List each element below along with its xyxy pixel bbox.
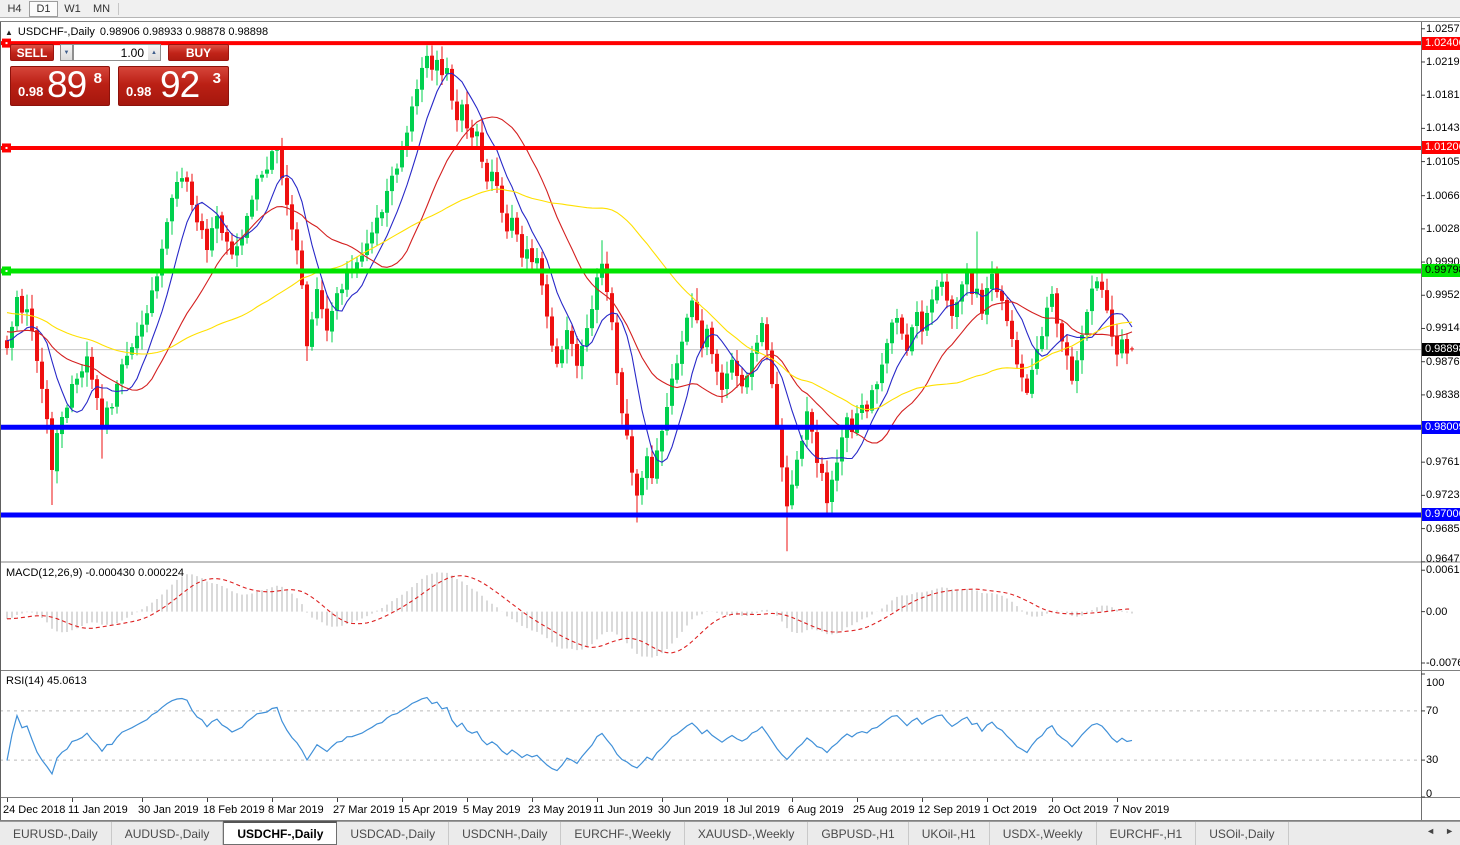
macd-values: -0.000430 0.000224 <box>85 567 184 579</box>
chart-tab-xauusd-weekly[interactable]: XAUUSD-,Weekly <box>685 822 809 845</box>
tab-scroll-left-button[interactable]: ◄ <box>1426 826 1436 836</box>
down-arrow-icon: ▼ <box>63 49 70 56</box>
moving-average-8 <box>6 72 1133 463</box>
rsi-value: 45.0613 <box>46 675 87 687</box>
sell-price-pips: 89 <box>47 64 87 105</box>
sell-button[interactable]: SELL <box>10 44 54 61</box>
chart-tab-eurchf-h1[interactable]: EURCHF-,H1 <box>1097 822 1197 845</box>
chart-tab-bar: EURUSD-,Daily AUDUSD-,Daily USDCHF-,Daily U… <box>0 821 1460 845</box>
sell-price-tile[interactable]: 0.98 89 8 <box>10 64 110 106</box>
buy-button[interactable]: BUY <box>168 44 229 61</box>
moving-average-21 <box>6 116 1133 444</box>
chart-tab-eurchf-weekly[interactable]: EURCHF-,Weekly <box>561 822 685 845</box>
volume-input[interactable] <box>73 44 148 61</box>
chart-tab-usdcad-daily[interactable]: USDCAD-,Daily <box>337 822 450 845</box>
ohlc-values: 0.98906 0.98933 0.98878 0.98898 <box>99 26 269 38</box>
rsi-label: RSI(14) 45.0613 <box>6 675 87 687</box>
timeframe-button-h4[interactable]: H4 <box>7 2 22 15</box>
volume-increase-button[interactable]: ▲ <box>148 44 161 61</box>
volume-decrease-button[interactable]: ▼ <box>60 44 73 61</box>
chart-tab-usoil-daily[interactable]: USOil-,Daily <box>1196 822 1289 845</box>
sell-price-point: 8 <box>93 70 102 87</box>
symbol-period-label: USDCHF-,Daily <box>17 26 95 38</box>
chart-tab-gbpusd-h1[interactable]: GBPUSD-,H1 <box>808 822 909 845</box>
moving-average-50 <box>6 188 1133 411</box>
chart-tab-usdchf-daily[interactable]: USDCHF-,Daily <box>223 821 338 845</box>
buy-price-tile[interactable]: 0.98 92 3 <box>118 64 229 106</box>
timeframe-button-mn[interactable]: MN <box>92 2 111 15</box>
buy-price-base: 0.98 <box>126 84 152 99</box>
chart-tab-usdcnh-daily[interactable]: USDCNH-,Daily <box>449 822 562 845</box>
timeframe-toolbar: H4 D1 W1 MN <box>0 0 1460 18</box>
buy-price-point: 3 <box>212 70 221 87</box>
up-arrow-icon: ▲ <box>151 49 157 56</box>
chart-tab-audusd-daily[interactable]: AUDUSD-,Daily <box>112 822 224 845</box>
tab-scroll-buttons: ◄ ► <box>1426 826 1454 836</box>
one-click-trade-panel: SELL ▼ ▲ BUY 0.98 89 8 0.98 92 3 <box>10 44 229 106</box>
buy-price-pips: 92 <box>160 64 200 105</box>
timeframe-button-w1[interactable]: W1 <box>64 2 81 15</box>
tab-scroll-right-button[interactable]: ► <box>1445 826 1454 836</box>
sell-price-base: 0.98 <box>18 84 44 99</box>
macd-signal-line <box>6 575 1132 654</box>
chart-tab-ukoil-h1[interactable]: UKOil-,H1 <box>909 822 990 845</box>
chart-title: ▲ USDCHF-,Daily 0.98906 0.98933 0.98878 … <box>5 26 268 38</box>
chart-tab-usdx-weekly[interactable]: USDX-,Weekly <box>990 822 1097 845</box>
chart-tab-eurusd-daily[interactable]: EURUSD-,Daily <box>0 822 112 845</box>
timeframe-button-d1[interactable]: D1 <box>29 0 58 17</box>
toolbar-separator <box>118 2 119 15</box>
rsi-line <box>6 696 1133 776</box>
collapse-panel-arrow-icon[interactable]: ▲ <box>5 27 13 37</box>
macd-label: MACD(12,26,9) -0.000430 0.000224 <box>6 567 184 579</box>
